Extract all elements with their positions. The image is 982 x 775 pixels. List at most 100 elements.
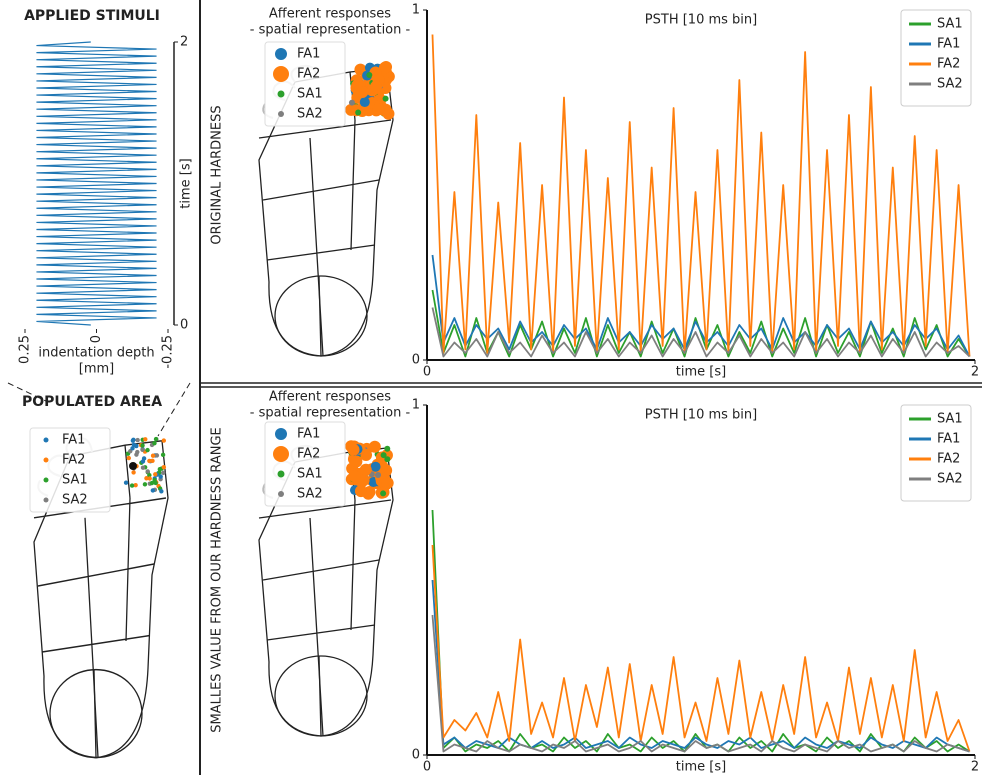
afferent-dot <box>153 472 157 476</box>
afferent-dot <box>382 477 394 489</box>
afferent-dot <box>383 96 389 102</box>
afferent-dot <box>141 459 145 463</box>
legend-label: SA2 <box>937 472 963 487</box>
afferent-dot <box>162 438 166 442</box>
legend-label: FA1 <box>297 47 320 62</box>
afferent-dot <box>151 454 155 458</box>
x-tick-label: 0.25 <box>18 335 33 364</box>
chart-title: PSTH [10 ms bin] <box>645 408 757 423</box>
legend-marker <box>278 491 284 497</box>
series-line <box>432 615 969 752</box>
legend-label: SA2 <box>62 493 88 508</box>
legend-label: SA2 <box>297 107 323 122</box>
afferent-dot <box>384 456 390 462</box>
legend-label: FA1 <box>937 432 960 447</box>
afferent-dot <box>148 476 152 480</box>
legend-label: FA2 <box>937 57 960 72</box>
afferent-dot <box>155 453 159 457</box>
legend-marker <box>275 48 287 60</box>
foot-title: Afferent responses <box>269 390 391 405</box>
legend-label: FA2 <box>937 452 960 467</box>
afferent-dot <box>150 481 154 485</box>
afferent-dot <box>140 448 144 452</box>
afferent-dot <box>375 472 381 478</box>
afferent-dot <box>162 465 166 469</box>
afferent-dot <box>124 481 128 485</box>
legend-marker <box>273 446 289 462</box>
legend-marker <box>278 91 285 98</box>
panel-title: APPLIED STIMULI <box>24 8 160 24</box>
y-tick-label: 0 <box>412 748 420 763</box>
afferent-dot <box>366 72 372 78</box>
x-tick-label: 2 <box>971 760 979 775</box>
x-axis-label: indentation depth <box>38 346 154 361</box>
row-label: SMALLES VALUE FROM OUR HARDNESS RANGE <box>210 427 225 733</box>
afferent-dot <box>143 437 147 441</box>
afferent-dot <box>141 466 145 470</box>
afferent-dot <box>348 444 360 456</box>
legend-label: SA2 <box>297 487 323 502</box>
afferent-dot <box>145 469 149 473</box>
afferent-dot <box>140 443 144 447</box>
legend-label: SA2 <box>937 77 963 92</box>
afferent-dot <box>143 482 147 486</box>
zoom-line <box>158 383 190 436</box>
afferent-dot <box>130 483 134 487</box>
legend-label: FA1 <box>937 37 960 52</box>
afferent-dot <box>150 459 154 463</box>
x-axis-label: time [s] <box>676 760 726 775</box>
afferent-dot <box>356 86 368 98</box>
series-line <box>432 510 969 752</box>
afferent-dot <box>349 470 361 482</box>
y-tick-label: 1 <box>412 398 420 413</box>
x-tick-label: 0 <box>423 760 431 775</box>
afferent-dot <box>131 470 135 474</box>
afferent-dot <box>159 489 163 493</box>
afferent-dot <box>373 103 385 115</box>
series-line <box>432 545 969 752</box>
afferent-dot <box>355 109 361 115</box>
y-tick-label: 2 <box>180 35 188 50</box>
x-tick-label: 0 <box>423 365 431 380</box>
afferent-dot <box>370 81 382 93</box>
legend-label: SA1 <box>297 87 323 102</box>
afferent-dot <box>380 490 386 496</box>
legend-label: FA2 <box>297 447 320 462</box>
row-label: ORIGINAL HARDNESS <box>210 105 225 244</box>
legend-marker <box>273 66 289 82</box>
foot-title: - spatial representation - <box>250 406 411 421</box>
afferent-dot <box>360 464 372 476</box>
x-axis-label: [mm] <box>79 362 114 377</box>
afferent-dot <box>154 437 158 441</box>
figure: APPLIED STIMULI POPULATED AREA ORIGINAL … <box>0 0 982 775</box>
x-axis-label: time [s] <box>676 365 726 380</box>
afferent-dot <box>161 453 165 457</box>
afferent-dot <box>355 485 367 497</box>
y-tick-label: 0 <box>412 353 420 368</box>
x-tick-label: 2 <box>971 365 979 380</box>
legend-label: SA1 <box>937 17 963 32</box>
afferent-dot <box>130 446 134 450</box>
x-tick-label: -0.25 <box>161 335 176 369</box>
afferent-dot <box>134 444 138 448</box>
legend-marker <box>278 471 285 478</box>
foot-title: Afferent responses <box>269 7 391 22</box>
afferent-dot <box>134 452 138 456</box>
legend-label: SA1 <box>937 412 963 427</box>
afferent-dot <box>151 488 155 492</box>
legend-marker <box>44 498 49 503</box>
legend-label: FA2 <box>62 453 85 468</box>
legend-label: FA1 <box>297 427 320 442</box>
afferent-dot <box>158 467 162 471</box>
legend-marker <box>44 438 49 443</box>
stimulus-line <box>36 42 156 325</box>
legend-marker <box>44 478 49 483</box>
afferent-dot <box>152 441 156 445</box>
afferent-dot <box>345 104 357 116</box>
afferent-dot <box>158 474 162 478</box>
series-line <box>432 35 969 357</box>
x-tick-label: 0 <box>89 335 104 343</box>
y-tick-label: 0 <box>180 318 188 333</box>
legend-label: FA1 <box>62 433 85 448</box>
afferent-dot <box>350 456 362 468</box>
